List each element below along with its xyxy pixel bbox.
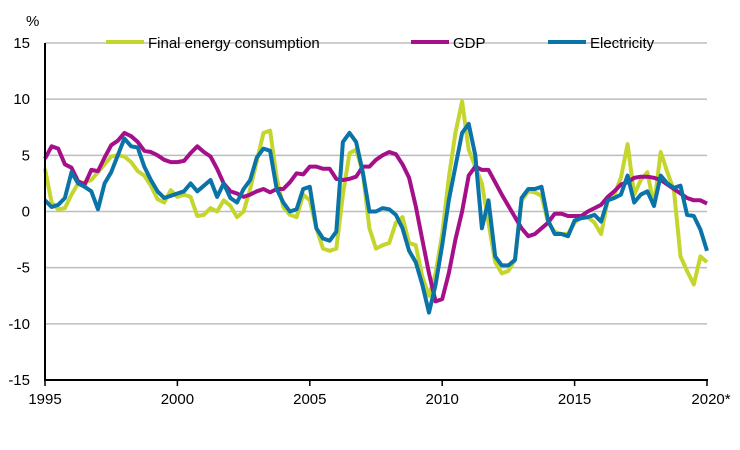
y-axis-label: % [26,13,39,30]
y-tick-label: 5 [22,147,30,164]
x-tick-label: 2005 [293,391,326,408]
y-tick-label: -10 [8,316,30,333]
gridlines [45,42,707,325]
legend: Final energy consumption GDP Electricity [106,35,655,52]
x-axis-ticks: 1995 2000 2005 2010 2015 2020* [28,380,731,408]
series-line-final-energy-consumption [43,99,709,298]
series-line-gdp [43,130,708,304]
y-tick-label: 15 [13,35,30,52]
y-tick-label: 0 [22,204,30,221]
x-tick-label: 2015 [558,391,591,408]
series-line-electricity [43,121,709,315]
series-lines [43,99,709,315]
x-tick-label: 2000 [161,391,194,408]
legend-label: Electricity [590,35,655,52]
y-tick-label: -5 [17,260,30,277]
x-tick-label: 2010 [426,391,459,408]
y-axis-ticks: 15 10 5 0 -5 -10 -15 [8,35,30,389]
y-tick-label: -15 [8,372,30,389]
x-tick-label: 2020* [691,391,730,408]
x-tick-label: 1995 [28,391,61,408]
legend-label: GDP [453,35,486,52]
legend-label: Final energy consumption [148,35,320,52]
y-tick-label: 10 [13,91,30,108]
